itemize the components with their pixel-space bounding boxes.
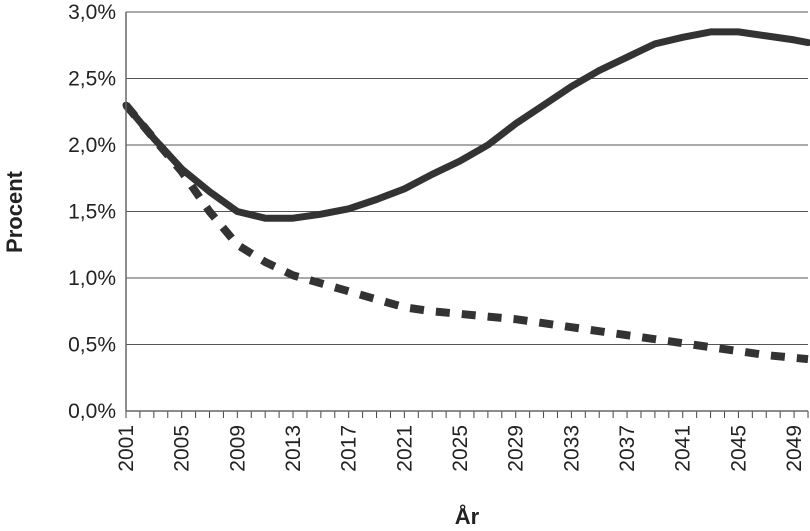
y-tick-label: 2,5% bbox=[68, 68, 116, 91]
dashed-series-line bbox=[122, 102, 809, 364]
x-tick-label: 2037 bbox=[616, 425, 639, 472]
gridlines bbox=[126, 11, 808, 345]
y-tick-label: 0,0% bbox=[68, 400, 116, 423]
y-axis-title: Procent bbox=[2, 170, 27, 253]
x-axis-minor-ticks bbox=[125, 411, 809, 418]
x-axis-title: År bbox=[455, 503, 480, 529]
x-tick-label: 2021 bbox=[393, 425, 416, 472]
x-tick-label: 2017 bbox=[338, 425, 361, 472]
y-tick-label: 0,5% bbox=[68, 334, 116, 357]
x-tick-label: 2009 bbox=[226, 425, 249, 472]
y-tick-label: 1,5% bbox=[68, 201, 116, 224]
y-tick-label: 3,0% bbox=[68, 1, 116, 24]
series-lines bbox=[122, 28, 810, 364]
x-tick-label: 2045 bbox=[727, 425, 750, 472]
x-tick-label: 2029 bbox=[505, 425, 528, 472]
x-tick-label: 2025 bbox=[449, 425, 472, 472]
x-tick-label: 2005 bbox=[171, 425, 194, 472]
y-tick-label: 2,0% bbox=[68, 134, 116, 157]
x-tick-label: 2033 bbox=[560, 425, 583, 472]
y-axis-tick-labels: 0,0% 0,5% 1,0% 1,5% 2,0% 2,5% 3,0% bbox=[68, 1, 116, 423]
x-axis-tick-labels: 2001 2005 2009 2013 2017 2021 2025 2029 2033 2037… bbox=[115, 425, 806, 472]
solid-series-line bbox=[122, 28, 810, 222]
y-tick-label: 1,0% bbox=[68, 267, 116, 290]
x-tick-label: 2013 bbox=[282, 425, 305, 472]
x-tick-label: 2049 bbox=[783, 425, 806, 472]
x-tick-label: 2041 bbox=[672, 425, 695, 472]
x-tick-label: 2001 bbox=[115, 425, 138, 472]
